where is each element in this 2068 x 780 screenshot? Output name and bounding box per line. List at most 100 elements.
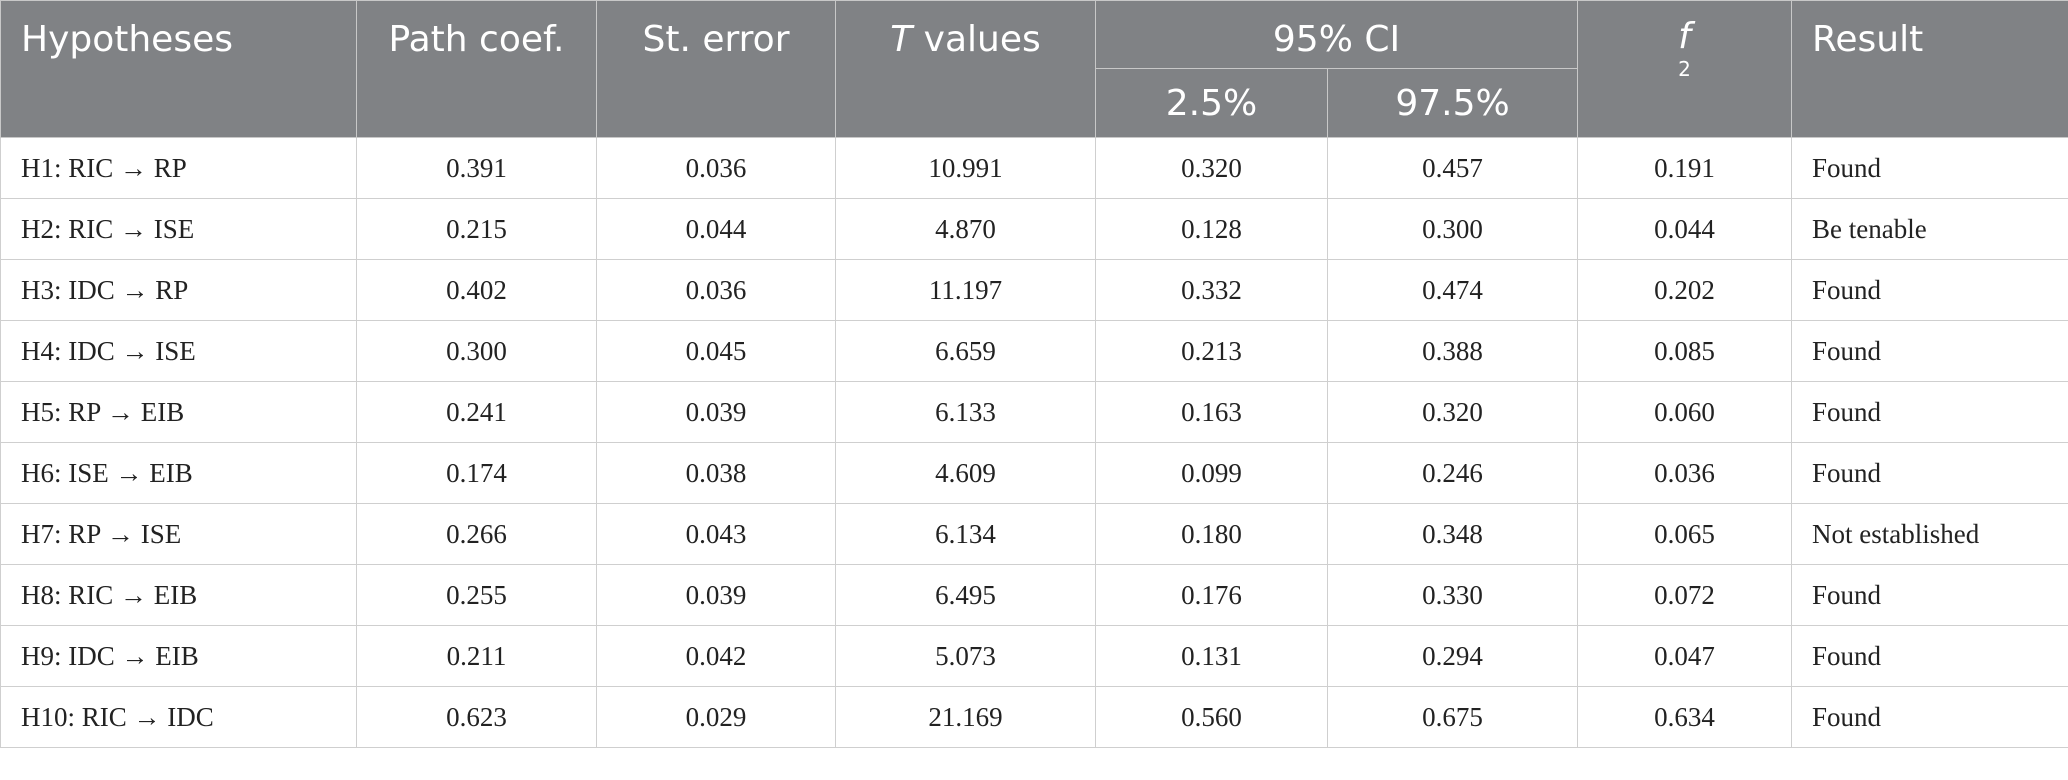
- table-row: H4: IDC → ISE 0.300 0.045 6.659 0.213 0.388 0.…: [0, 320, 2068, 382]
- cell-ci-high: 0.348: [1327, 503, 1578, 565]
- cell-t-value: 4.870: [835, 198, 1096, 260]
- cell-path-coef: 0.241: [356, 381, 597, 443]
- table-row: H5: RP → EIB 0.241 0.039 6.133 0.163 0.320 0.0…: [0, 381, 2068, 443]
- cell-t-value: 6.133: [835, 381, 1096, 443]
- cell-result: Found: [1791, 442, 2068, 504]
- cell-result: Found: [1791, 564, 2068, 626]
- cell-hypothesis: H10: RIC → IDC: [0, 686, 357, 748]
- cell-t-value: 21.169: [835, 686, 1096, 748]
- cell-hypothesis: H8: RIC → EIB: [0, 564, 357, 626]
- cell-path-coef: 0.174: [356, 442, 597, 504]
- header-f-base: f: [1678, 16, 1691, 57]
- table-row: H9: IDC → EIB 0.211 0.042 5.073 0.131 0.294 0.…: [0, 625, 2068, 687]
- cell-ci-high: 0.320: [1327, 381, 1578, 443]
- cell-t-value: 6.495: [835, 564, 1096, 626]
- cell-ci-high: 0.474: [1327, 259, 1578, 321]
- cell-t-value: 6.659: [835, 320, 1096, 382]
- table-row: H1: RIC → RP 0.391 0.036 10.991 0.320 0.457 0.…: [0, 137, 2068, 199]
- cell-st-error: 0.045: [596, 320, 836, 382]
- cell-st-error: 0.039: [596, 564, 836, 626]
- cell-path-coef: 0.300: [356, 320, 597, 382]
- cell-hypothesis: H3: IDC → RP: [0, 259, 357, 321]
- header-f-sub: 2: [1678, 57, 1691, 81]
- cell-ci-low: 0.163: [1095, 381, 1328, 443]
- cell-ci-low: 0.176: [1095, 564, 1328, 626]
- header-hypotheses: Hypotheses: [0, 0, 357, 138]
- cell-ci-high: 0.246: [1327, 442, 1578, 504]
- header-t-values: T values: [835, 0, 1096, 138]
- cell-result: Not established: [1791, 503, 2068, 565]
- cell-hypothesis: H2: RIC → ISE: [0, 198, 357, 260]
- header-t-rest: values: [912, 19, 1041, 60]
- cell-f2: 0.202: [1577, 259, 1792, 321]
- cell-ci-high: 0.330: [1327, 564, 1578, 626]
- cell-ci-low: 0.320: [1095, 137, 1328, 199]
- cell-result: Be tenable: [1791, 198, 2068, 260]
- cell-f2: 0.085: [1577, 320, 1792, 382]
- table-row: H2: RIC → ISE 0.215 0.044 4.870 0.128 0.300 0.…: [0, 198, 2068, 260]
- cell-path-coef: 0.266: [356, 503, 597, 565]
- cell-ci-high: 0.457: [1327, 137, 1578, 199]
- cell-ci-low: 0.213: [1095, 320, 1328, 382]
- results-table: Hypotheses Path coef. St. error T values…: [0, 0, 2068, 748]
- cell-st-error: 0.036: [596, 137, 836, 199]
- cell-path-coef: 0.623: [356, 686, 597, 748]
- cell-st-error: 0.042: [596, 625, 836, 687]
- cell-t-value: 5.073: [835, 625, 1096, 687]
- cell-ci-high: 0.675: [1327, 686, 1578, 748]
- cell-result: Found: [1791, 320, 2068, 382]
- cell-hypothesis: H9: IDC → EIB: [0, 625, 357, 687]
- cell-ci-low: 0.128: [1095, 198, 1328, 260]
- cell-st-error: 0.038: [596, 442, 836, 504]
- cell-f2: 0.036: [1577, 442, 1792, 504]
- cell-result: Found: [1791, 137, 2068, 199]
- header-ci-high: 97.5%: [1327, 68, 1578, 138]
- cell-ci-high: 0.388: [1327, 320, 1578, 382]
- cell-path-coef: 0.211: [356, 625, 597, 687]
- cell-st-error: 0.044: [596, 198, 836, 260]
- cell-t-value: 11.197: [835, 259, 1096, 321]
- cell-ci-low: 0.180: [1095, 503, 1328, 565]
- cell-st-error: 0.043: [596, 503, 836, 565]
- cell-ci-high: 0.300: [1327, 198, 1578, 260]
- cell-f2: 0.047: [1577, 625, 1792, 687]
- cell-path-coef: 0.402: [356, 259, 597, 321]
- cell-t-value: 6.134: [835, 503, 1096, 565]
- header-st-error: St. error: [596, 0, 836, 138]
- header-t-italic: T: [890, 19, 913, 60]
- cell-path-coef: 0.215: [356, 198, 597, 260]
- cell-t-value: 4.609: [835, 442, 1096, 504]
- cell-f2: 0.044: [1577, 198, 1792, 260]
- cell-st-error: 0.039: [596, 381, 836, 443]
- cell-hypothesis: H7: RP → ISE: [0, 503, 357, 565]
- cell-hypothesis: H5: RP → EIB: [0, 381, 357, 443]
- cell-path-coef: 0.391: [356, 137, 597, 199]
- table-row: H6: ISE → EIB 0.174 0.038 4.609 0.099 0.246 0.…: [0, 442, 2068, 504]
- table-row: H8: RIC → EIB 0.255 0.039 6.495 0.176 0.330 0.…: [0, 564, 2068, 626]
- table-header: Hypotheses Path coef. St. error T values…: [0, 0, 2068, 138]
- cell-st-error: 0.029: [596, 686, 836, 748]
- table-body: H1: RIC → RP 0.391 0.036 10.991 0.320 0.457 0.…: [0, 137, 2068, 748]
- cell-path-coef: 0.255: [356, 564, 597, 626]
- cell-hypothesis: H1: RIC → RP: [0, 137, 357, 199]
- cell-result: Found: [1791, 686, 2068, 748]
- table-row: H10: RIC → IDC 0.623 0.029 21.169 0.560 0.675…: [0, 686, 2068, 748]
- cell-result: Found: [1791, 625, 2068, 687]
- table-row: H7: RP → ISE 0.266 0.043 6.134 0.180 0.348 0.0…: [0, 503, 2068, 565]
- header-result: Result: [1791, 0, 2068, 138]
- cell-f2: 0.634: [1577, 686, 1792, 748]
- cell-f2: 0.072: [1577, 564, 1792, 626]
- cell-ci-low: 0.560: [1095, 686, 1328, 748]
- cell-ci-low: 0.099: [1095, 442, 1328, 504]
- cell-hypothesis: H6: ISE → EIB: [0, 442, 357, 504]
- cell-ci-high: 0.294: [1327, 625, 1578, 687]
- header-ci-low: 2.5%: [1095, 68, 1328, 138]
- cell-result: Found: [1791, 259, 2068, 321]
- cell-st-error: 0.036: [596, 259, 836, 321]
- table-row: H3: IDC → RP 0.402 0.036 11.197 0.332 0.474 0.…: [0, 259, 2068, 321]
- cell-hypothesis: H4: IDC → ISE: [0, 320, 357, 382]
- header-ci: 95% CI: [1095, 0, 1578, 69]
- cell-t-value: 10.991: [835, 137, 1096, 199]
- cell-ci-low: 0.332: [1095, 259, 1328, 321]
